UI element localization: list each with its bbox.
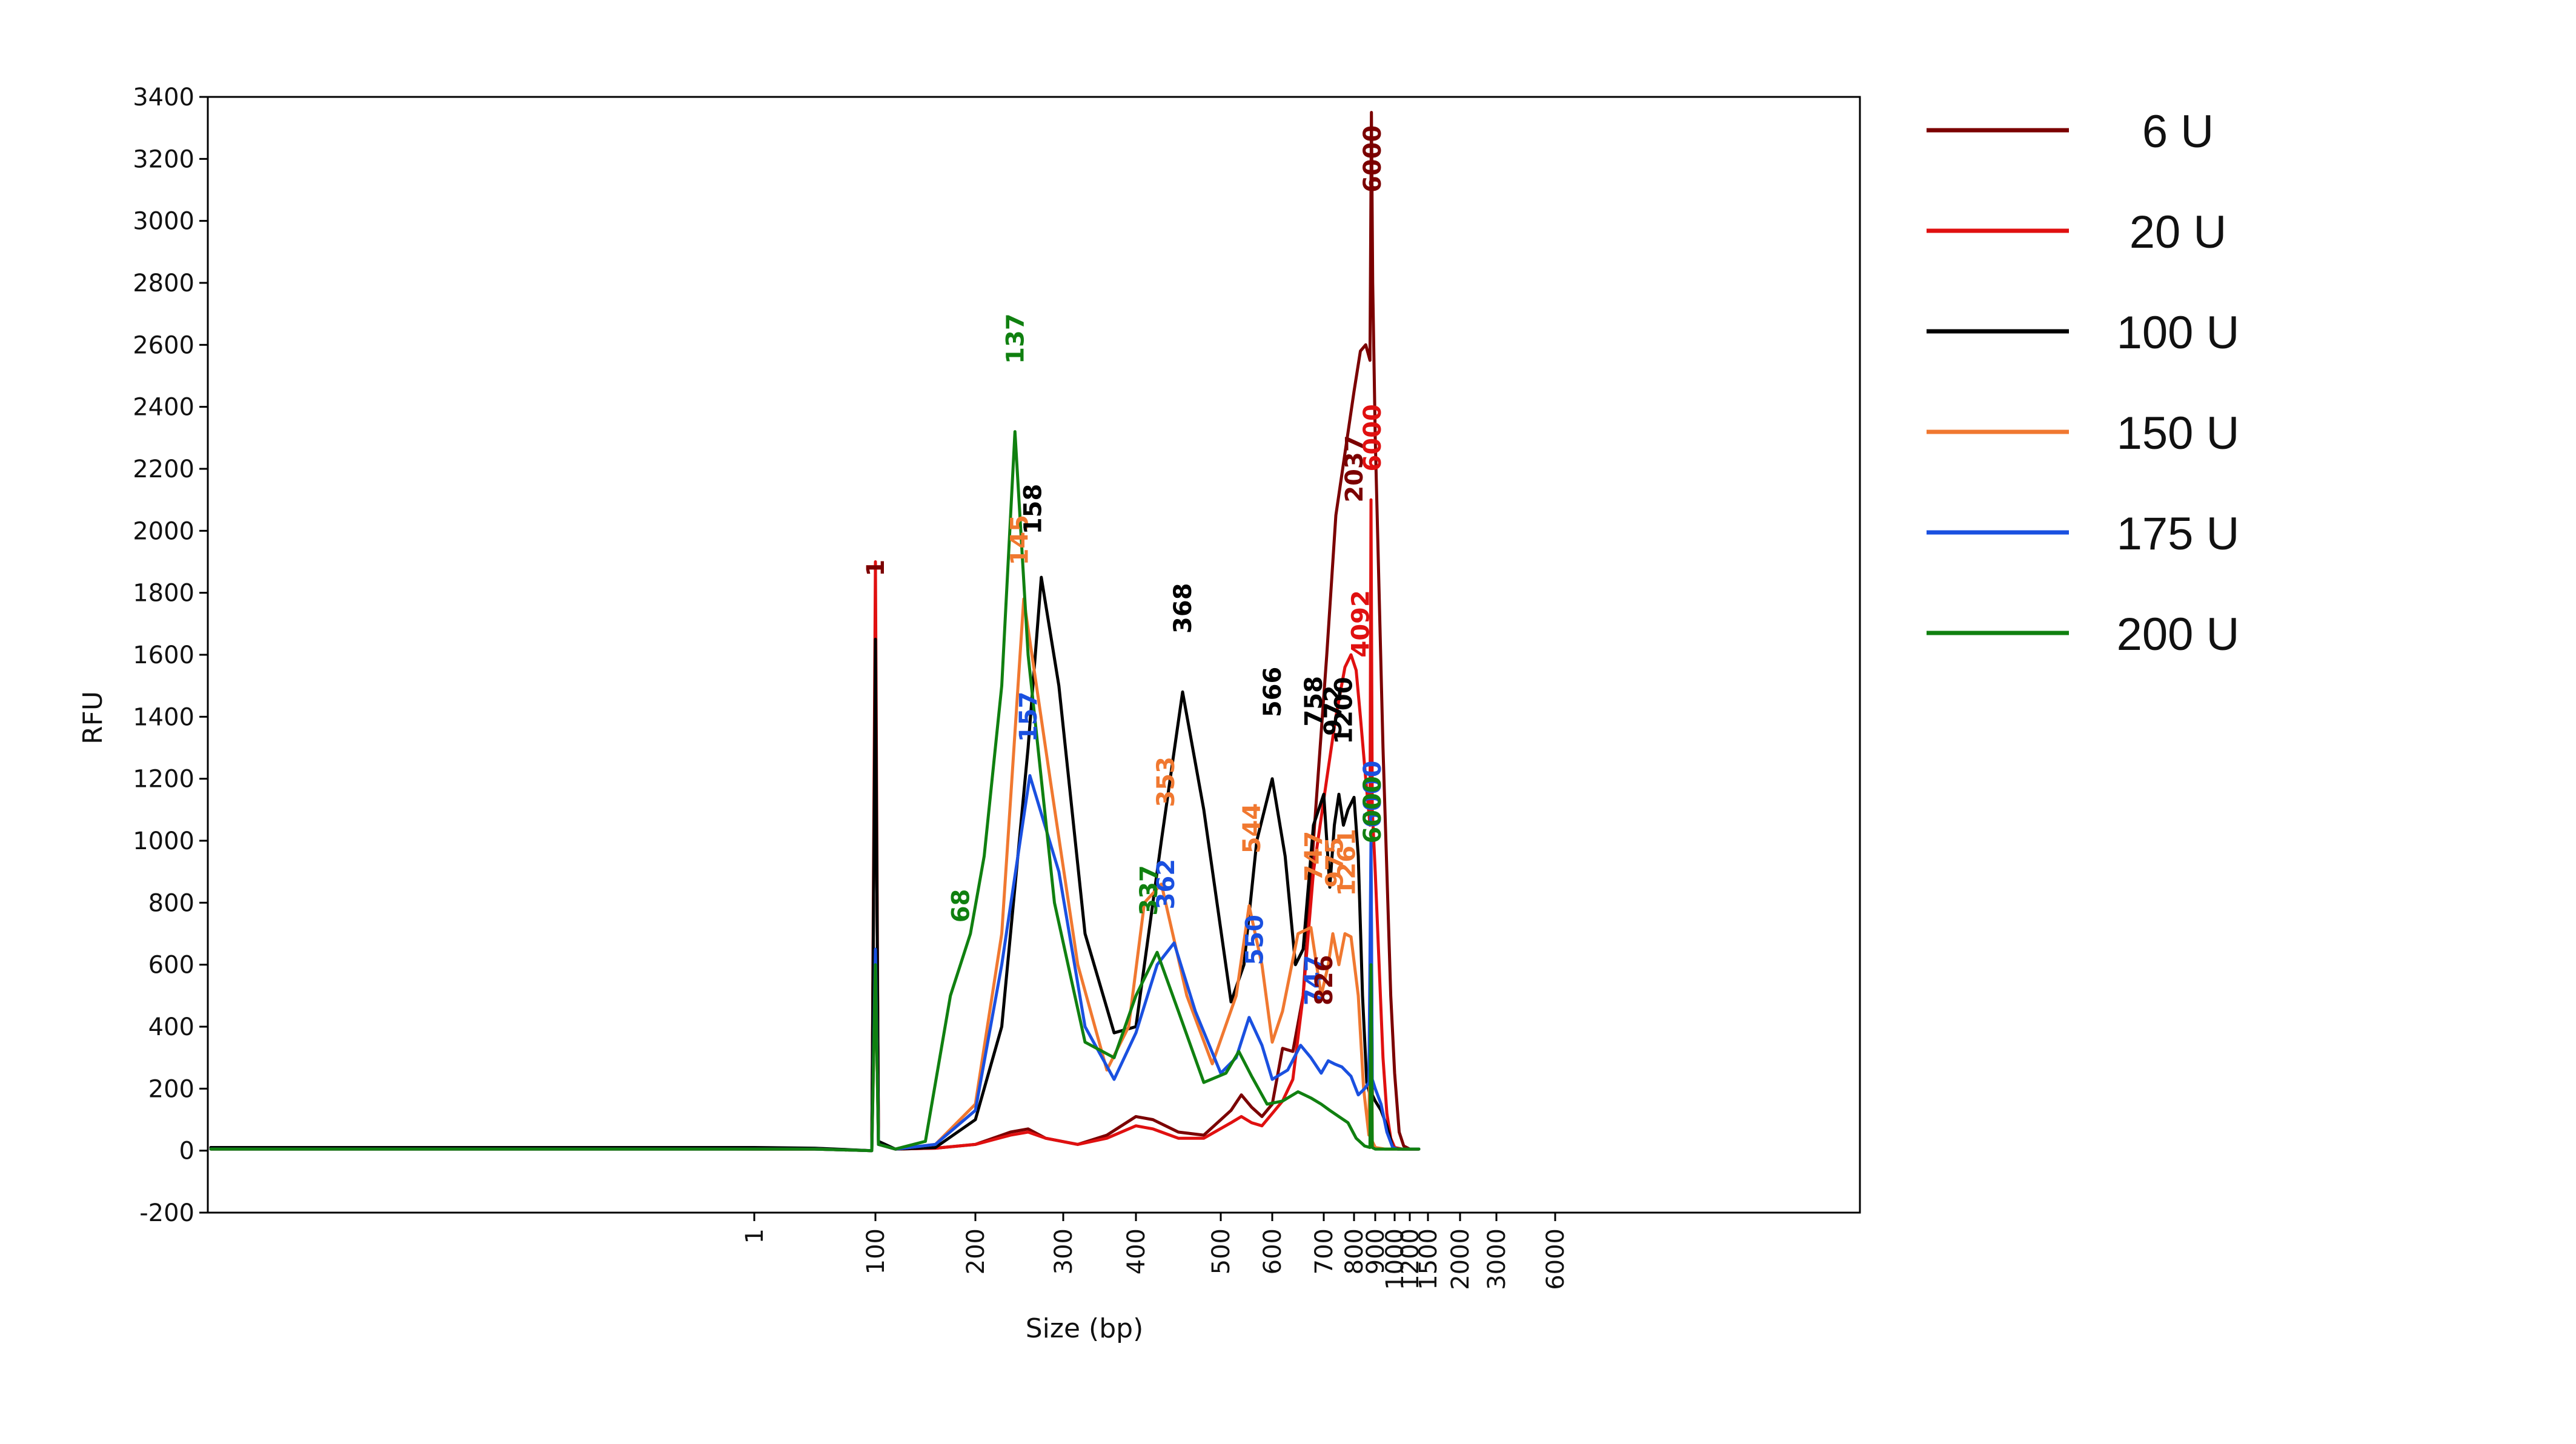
peak-label: 544 xyxy=(1238,803,1266,854)
legend-label: 175 U xyxy=(2117,508,2240,560)
peak-label: 972 xyxy=(1320,685,1347,736)
peak-label: 6000 xyxy=(1359,761,1387,828)
y-tick-label: 1200 xyxy=(133,766,194,793)
peak-label: 1261 xyxy=(1333,829,1361,896)
x-tick-label: 2000 xyxy=(1447,1228,1475,1290)
x-tick-label: 1 xyxy=(741,1228,769,1244)
peak-label: 68 xyxy=(947,889,975,923)
y-tick-label: 3000 xyxy=(133,208,194,236)
x-tick-label: 700 xyxy=(1310,1228,1338,1274)
peak-label: 137 xyxy=(1001,313,1029,364)
legend-label: 20 U xyxy=(2130,207,2227,258)
peak-label: 353 xyxy=(1152,757,1180,807)
legend-label: 100 U xyxy=(2117,307,2240,359)
y-tick-label: 1600 xyxy=(133,641,194,669)
peak-label: 337 xyxy=(1135,865,1163,916)
peak-label: 550 xyxy=(1241,915,1269,965)
peak-label: 758 xyxy=(1300,676,1328,727)
series-line-175-u xyxy=(209,774,1421,1153)
y-tick-label: 2200 xyxy=(133,455,194,483)
x-tick-label: 900 xyxy=(1362,1228,1390,1274)
legend-label: 6 U xyxy=(2142,106,2214,157)
peak-labels: 1168137145158157368353337362566544550758… xyxy=(862,125,1387,1005)
x-tick-label: 1500 xyxy=(1415,1228,1442,1290)
peak-label: 6000 xyxy=(1359,404,1387,471)
x-tick-label: 500 xyxy=(1207,1228,1235,1274)
peak-label: 4092 xyxy=(1347,590,1375,657)
y-axis: -200 0 200 400 600 800 1000 1200 1400 1600 1800 200… xyxy=(133,84,208,1227)
peak-label: 6000 xyxy=(1359,125,1387,193)
series-line-20-u xyxy=(209,498,1421,1153)
y-tick-label: 2600 xyxy=(133,331,194,359)
x-axis: 1 100 200 300 400 500 600 700 800900100012001500… xyxy=(741,1213,1570,1290)
peak-label: 368 xyxy=(1169,583,1197,634)
x-tick-label: 3000 xyxy=(1483,1228,1511,1290)
peak-label: 1 xyxy=(862,560,890,577)
peak-label: 362 xyxy=(1152,859,1180,910)
y-tick-label: 3200 xyxy=(133,145,194,173)
peak-label: 826 xyxy=(1310,955,1338,1006)
y-tick-label: -200 xyxy=(139,1199,194,1227)
peak-label: 747 xyxy=(1300,955,1328,1006)
y-tick-label: 3400 xyxy=(133,84,194,111)
x-tick-label: 6000 xyxy=(1542,1228,1570,1290)
x-tick-label: 200 xyxy=(962,1228,990,1274)
y-tick-label: 2800 xyxy=(133,270,194,297)
x-tick-label: 1200 xyxy=(1396,1228,1424,1290)
peak-label: 2037 xyxy=(1341,435,1369,502)
legend-label: 200 U xyxy=(2117,609,2240,660)
peak-label: 566 xyxy=(1259,667,1287,718)
peak-label: 158 xyxy=(1019,484,1047,535)
peak-label: 6000 xyxy=(1359,776,1387,843)
x-tick-label: 800 xyxy=(1341,1228,1369,1274)
y-tick-label: 600 xyxy=(148,952,194,979)
y-tick-label: 0 xyxy=(179,1138,194,1165)
y-tick-label: 200 xyxy=(148,1075,194,1103)
y-axis-label: RFU xyxy=(78,691,108,744)
peak-label: 157 xyxy=(1015,692,1043,743)
y-tick-label: 1000 xyxy=(133,827,194,855)
y-tick-label: 400 xyxy=(148,1013,194,1041)
peak-label: 1 xyxy=(862,560,890,577)
peak-label: 1200 xyxy=(1330,677,1358,744)
x-tick-label: 100 xyxy=(862,1228,890,1274)
series-group xyxy=(209,111,1421,1153)
y-tick-label: 1800 xyxy=(133,580,194,608)
peak-label: 747 xyxy=(1300,831,1328,882)
x-axis-label: Size (bp) xyxy=(1026,1313,1144,1344)
x-tick-label: 600 xyxy=(1259,1228,1287,1274)
peak-label: 145 xyxy=(1006,515,1034,566)
y-tick-label: 800 xyxy=(148,889,194,917)
y-tick-label: 1400 xyxy=(133,703,194,731)
peak-label: 975 xyxy=(1321,837,1349,888)
x-tick-label: 300 xyxy=(1050,1228,1078,1274)
legend-label: 150 U xyxy=(2117,408,2240,459)
y-tick-label: 2400 xyxy=(133,394,194,422)
legend: 6 U 20 U 100 U 150 U 175 U 200 U xyxy=(1927,106,2239,660)
series-line-200-u xyxy=(209,430,1421,1153)
y-tick-label: 2000 xyxy=(133,517,194,545)
x-tick-label: 400 xyxy=(1123,1228,1150,1274)
x-tick-label: 1000 xyxy=(1381,1228,1409,1290)
